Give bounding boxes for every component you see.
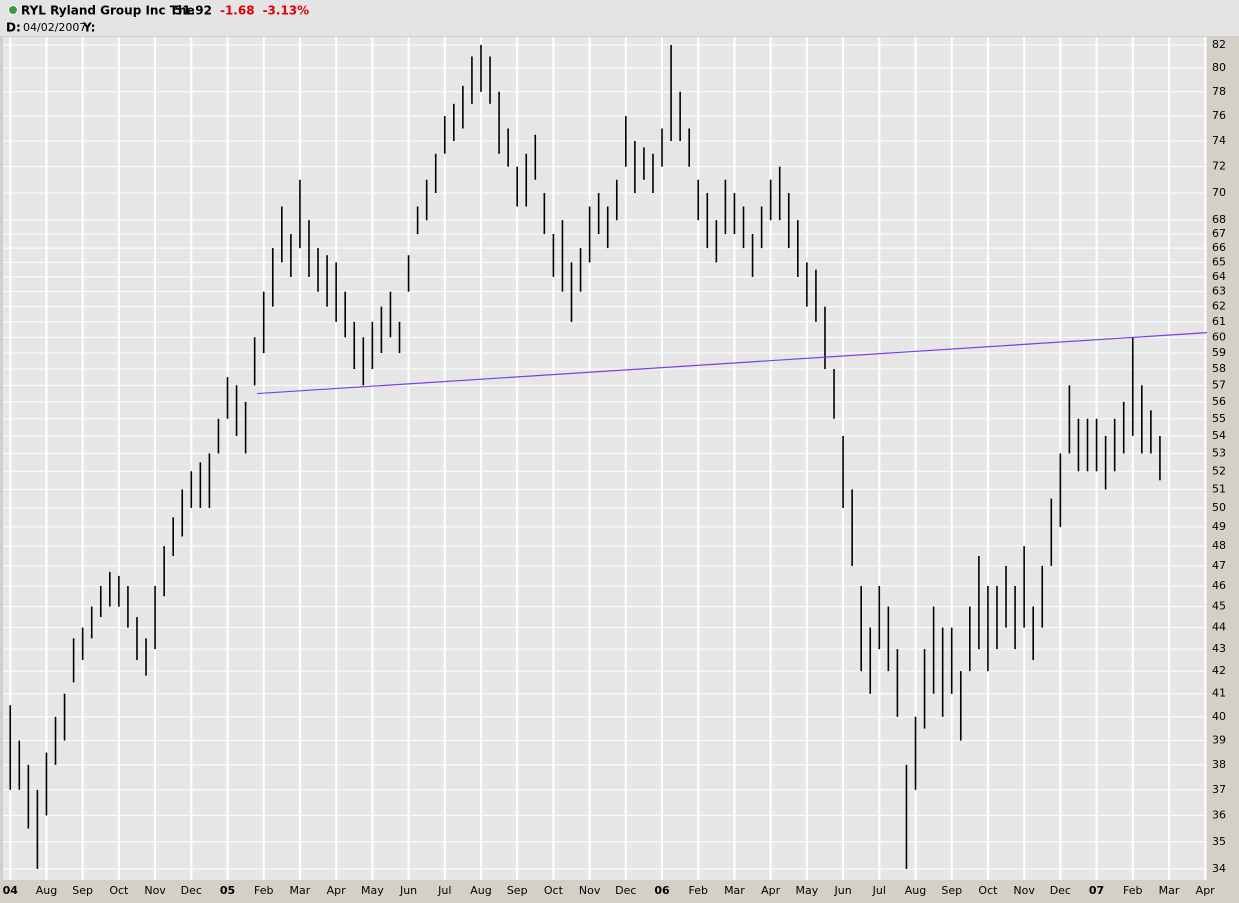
x-tick-label: Nov [1013, 884, 1035, 897]
chart-title: RYL Ryland Group Inc The [21, 4, 195, 18]
y-tick-label: 55 [1212, 412, 1226, 425]
y-tick-label: 62 [1212, 300, 1226, 313]
x-tick-label: Sep [941, 884, 962, 897]
x-tick-label: Aug [905, 884, 926, 897]
y-tick-label: 67 [1212, 227, 1226, 240]
header-bar [0, 0, 1239, 36]
date-label: D: [6, 21, 21, 35]
y-tick-label: 76 [1212, 109, 1226, 122]
y-tick-label: 64 [1212, 270, 1226, 283]
plot-area [3, 37, 1207, 880]
y-tick-label: 41 [1212, 687, 1226, 700]
date: 04/02/2007 [23, 21, 86, 34]
y-tick-label: 38 [1212, 758, 1226, 771]
x-tick-label: May [795, 884, 818, 897]
y-tick-label: 45 [1212, 600, 1226, 613]
x-tick-label: Oct [109, 884, 129, 897]
x-tick-label: Sep [72, 884, 93, 897]
x-tick-label: 04 [3, 884, 19, 897]
x-tick-label: Feb [688, 884, 707, 897]
y-tick-label: 36 [1212, 808, 1226, 821]
quote-value: -3.13% [263, 4, 310, 18]
quote-value: 51.92 [174, 4, 212, 18]
x-tick-label: Apr [761, 884, 781, 897]
x-tick-label: May [361, 884, 384, 897]
trendline [257, 332, 1208, 395]
x-tick-label: Oct [978, 884, 998, 897]
x-tick-label: Dec [1050, 884, 1071, 897]
x-tick-label: Dec [615, 884, 636, 897]
y-tick-label: 48 [1212, 539, 1226, 552]
y-tick-label: 59 [1212, 346, 1226, 359]
x-tick-label: Mar [290, 884, 311, 897]
y-tick-label: 66 [1212, 241, 1226, 254]
quote-value: -1.68 [220, 4, 255, 18]
x-tick-label: Apr [327, 884, 347, 897]
x-tick-label: Nov [144, 884, 166, 897]
x-tick-label: 05 [220, 884, 235, 897]
y-tick-label: 57 [1212, 378, 1226, 391]
y-label: Y: [82, 21, 95, 35]
y-tick-label: 54 [1212, 429, 1226, 442]
y-tick-label: 51 [1212, 482, 1226, 495]
x-tick-label: Jul [872, 884, 886, 897]
x-tick-label: Mar [724, 884, 745, 897]
x-tick-label: Jun [833, 884, 851, 897]
y-tick-label: 72 [1212, 160, 1226, 173]
y-tick-label: 56 [1212, 395, 1226, 408]
y-tick-label: 39 [1212, 734, 1226, 747]
y-tick-label: 80 [1212, 61, 1226, 74]
x-tick-label: 06 [654, 884, 670, 897]
y-tick-label: 43 [1212, 642, 1226, 655]
y-tick-label: 82 [1212, 38, 1226, 51]
y-tick-label: 70 [1212, 186, 1226, 199]
x-tick-label: Jul [437, 884, 451, 897]
y-tick-label: 65 [1212, 255, 1226, 268]
y-tick-label: 34 [1212, 862, 1226, 875]
status-icon [8, 5, 18, 15]
y-tick-label: 50 [1212, 501, 1226, 514]
x-tick-label: Oct [544, 884, 564, 897]
y-tick-label: 60 [1212, 330, 1226, 343]
y-tick-label: 78 [1212, 85, 1226, 98]
x-tick-label: Jun [399, 884, 417, 897]
y-tick-label: 61 [1212, 315, 1226, 328]
x-tick-label: Apr [1196, 884, 1216, 897]
y-tick-label: 53 [1212, 446, 1226, 459]
y-tick-label: 37 [1212, 783, 1226, 796]
y-tick-label: 44 [1212, 621, 1226, 634]
y-tick-label: 68 [1212, 213, 1226, 226]
y-tick-label: 49 [1212, 520, 1226, 533]
y-tick-label: 47 [1212, 559, 1226, 572]
x-tick-label: Aug [36, 884, 57, 897]
y-tick-label: 58 [1212, 362, 1226, 375]
x-tick-label: Mar [1159, 884, 1180, 897]
y-tick-label: 46 [1212, 579, 1226, 592]
y-tick-label: 63 [1212, 285, 1226, 298]
x-tick-label: Sep [507, 884, 528, 897]
x-tick-label: Nov [579, 884, 601, 897]
x-tick-label: 07 [1089, 884, 1104, 897]
x-tick-label: Aug [470, 884, 491, 897]
x-tick-label: Dec [181, 884, 202, 897]
y-tick-label: 42 [1212, 664, 1226, 677]
y-tick-label: 40 [1212, 710, 1226, 723]
x-tick-label: Feb [1123, 884, 1142, 897]
x-tick-label: Feb [254, 884, 273, 897]
y-tick-label: 74 [1212, 134, 1226, 147]
y-tick-label: 52 [1212, 464, 1226, 477]
y-tick-label: 35 [1212, 835, 1226, 848]
